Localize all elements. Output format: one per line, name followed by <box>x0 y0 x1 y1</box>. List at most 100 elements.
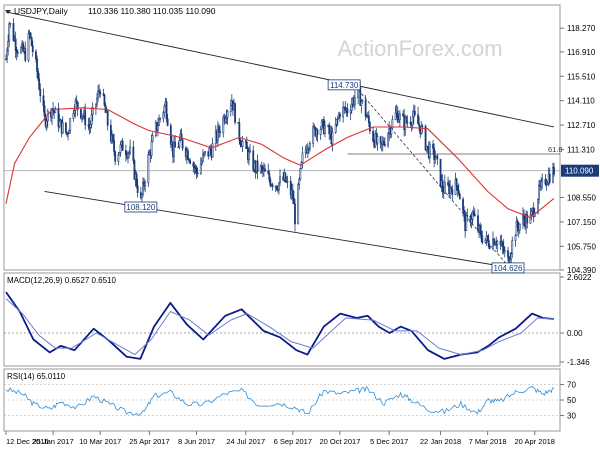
candle-body <box>546 182 549 185</box>
moving-average-line <box>5 107 555 219</box>
candle-body <box>118 152 121 156</box>
candle-body <box>147 154 150 184</box>
candle-body <box>515 221 518 236</box>
candle-body <box>27 33 30 61</box>
candle-body <box>382 141 385 145</box>
candle-body <box>409 121 412 125</box>
candle-body <box>264 168 266 172</box>
candle-body <box>372 130 375 142</box>
candle-body <box>383 143 386 146</box>
candle-body <box>350 103 353 111</box>
candle-body <box>127 153 129 158</box>
watermark: ActionForex.com <box>337 36 502 61</box>
annotation-box <box>327 79 361 91</box>
candle-body <box>457 190 460 195</box>
candle-body <box>398 113 401 121</box>
candle-body <box>61 122 64 134</box>
candle-body <box>234 103 236 123</box>
candle-body <box>74 100 77 111</box>
candle-body <box>72 112 75 119</box>
candle-body <box>162 112 165 119</box>
candle-body <box>284 172 287 182</box>
candle-body <box>439 158 442 187</box>
candle-body <box>177 146 180 148</box>
rsi-line <box>5 385 555 417</box>
candle-body <box>379 136 382 144</box>
candle-body <box>441 180 444 193</box>
candle-body <box>135 173 138 187</box>
candle-body <box>346 108 349 114</box>
rsi-axis-label: 30 <box>567 412 576 421</box>
candle-body <box>133 160 136 180</box>
macd-label: MACD(12,26,9) 0.6527 0.6510 <box>7 276 117 285</box>
candle-body <box>98 90 101 93</box>
candle-body <box>271 184 274 187</box>
candle-body <box>473 214 476 217</box>
channel-upper-line <box>5 11 555 128</box>
candle-body <box>163 105 166 114</box>
candle-body <box>222 116 225 133</box>
candle-body <box>514 235 517 241</box>
candle-body <box>196 172 199 175</box>
candle-body <box>361 99 364 102</box>
candle-body <box>195 166 198 174</box>
candle-body <box>132 146 135 162</box>
candle-body <box>12 23 15 41</box>
candle-body <box>73 109 76 114</box>
candle-body <box>241 141 244 147</box>
candle-body <box>390 127 393 135</box>
rsi-axis-label: 50 <box>567 396 576 405</box>
x-axis-label: 5 Dec 2017 <box>370 437 408 446</box>
candle-body <box>141 194 143 198</box>
candle-body <box>406 121 409 124</box>
x-axis-label: 22 Jan 2018 <box>420 437 461 446</box>
macd-axis-label: 0.00 <box>567 329 583 338</box>
channel-lower-line <box>44 190 525 271</box>
candle-body <box>8 23 11 42</box>
last-price-box <box>561 164 599 177</box>
x-axis-label: 25 Jan 2017 <box>32 437 73 446</box>
candle-body <box>99 91 102 95</box>
x-axis-label: 10 Mar 2017 <box>79 437 121 446</box>
candle-body <box>493 238 495 246</box>
candle-body <box>391 119 394 129</box>
candle-body <box>402 113 404 117</box>
candle-body <box>103 94 106 106</box>
header-dropdown-icon[interactable] <box>5 10 11 14</box>
candle-body <box>544 178 547 185</box>
candle-body <box>67 133 69 135</box>
candle-body <box>192 163 195 167</box>
last-price-label: 110.090 <box>565 167 594 176</box>
macd-panel-frame <box>3 272 561 367</box>
candle-body <box>224 118 227 123</box>
candle-body <box>298 178 301 185</box>
rsi-label: RSI(14) 65.0110 <box>7 372 66 381</box>
price-axis-label: 114.110 <box>567 97 595 106</box>
candle-body <box>80 108 82 119</box>
candle-body <box>189 160 191 164</box>
candle-body <box>286 180 289 183</box>
candle-body <box>334 124 337 133</box>
candle-body <box>187 150 189 160</box>
candle-body <box>553 167 555 175</box>
candle-body <box>465 215 468 232</box>
price-axis-label: 108.550 <box>567 194 596 203</box>
candle-body <box>208 147 211 157</box>
candle-body <box>256 160 259 172</box>
price-axis-label: 112.710 <box>567 121 596 130</box>
price-axis-label: 115.510 <box>567 72 596 81</box>
candle-body <box>29 32 32 38</box>
candle-body <box>259 165 262 172</box>
candle-body <box>249 150 251 153</box>
candle-body <box>518 223 521 231</box>
candle-body <box>158 118 160 126</box>
candle-body <box>450 186 453 190</box>
macd-line <box>5 291 555 360</box>
candle-body <box>289 180 292 195</box>
candle-body <box>178 140 181 148</box>
candle-body <box>293 197 295 205</box>
macd-signal-line <box>5 298 555 356</box>
candle-body <box>548 173 551 183</box>
candle-body <box>447 182 449 185</box>
